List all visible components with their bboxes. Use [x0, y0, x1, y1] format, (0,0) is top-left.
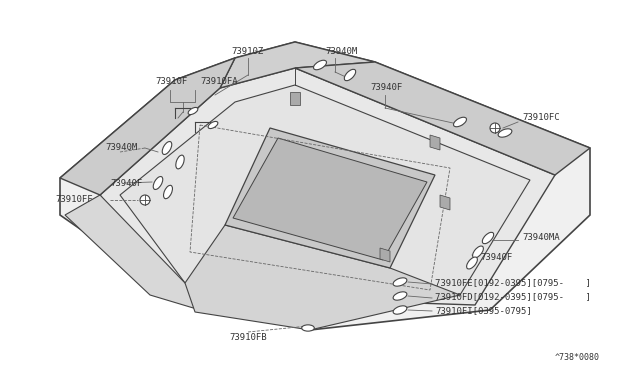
- Text: 73910FE[0192-0395][0795-    ]: 73910FE[0192-0395][0795- ]: [435, 279, 591, 288]
- Polygon shape: [440, 195, 450, 210]
- Text: 73910Z: 73910Z: [232, 48, 264, 57]
- Ellipse shape: [393, 278, 407, 286]
- Polygon shape: [233, 138, 427, 260]
- Text: 73910F: 73910F: [155, 77, 188, 87]
- Ellipse shape: [314, 60, 326, 70]
- Ellipse shape: [472, 246, 483, 258]
- Polygon shape: [380, 248, 390, 262]
- Text: 73910FD[0192-0395][0795-    ]: 73910FD[0192-0395][0795- ]: [435, 292, 591, 301]
- Polygon shape: [60, 58, 235, 195]
- Ellipse shape: [393, 306, 407, 314]
- Ellipse shape: [176, 155, 184, 169]
- Ellipse shape: [164, 185, 172, 199]
- Ellipse shape: [153, 176, 163, 189]
- Ellipse shape: [483, 232, 493, 244]
- Polygon shape: [185, 225, 460, 330]
- Polygon shape: [290, 92, 300, 105]
- Circle shape: [490, 123, 500, 133]
- Text: 73910FI[0395-0795]: 73910FI[0395-0795]: [435, 307, 532, 315]
- Polygon shape: [65, 195, 225, 310]
- Text: 73940M: 73940M: [325, 48, 357, 57]
- Ellipse shape: [467, 257, 477, 269]
- Polygon shape: [120, 85, 530, 295]
- Polygon shape: [60, 42, 590, 330]
- Text: 73910FF: 73910FF: [55, 196, 93, 205]
- Text: 73910FC: 73910FC: [522, 113, 559, 122]
- Polygon shape: [225, 128, 435, 268]
- Text: 73940F: 73940F: [480, 253, 512, 263]
- Ellipse shape: [301, 325, 314, 331]
- Ellipse shape: [208, 121, 218, 129]
- Ellipse shape: [454, 117, 467, 127]
- Text: 73940F: 73940F: [370, 83, 403, 93]
- Polygon shape: [430, 135, 440, 150]
- Ellipse shape: [498, 129, 512, 137]
- Polygon shape: [220, 42, 375, 88]
- Ellipse shape: [344, 69, 356, 81]
- Text: 73940F: 73940F: [110, 179, 142, 187]
- Text: ^738*0080: ^738*0080: [555, 353, 600, 362]
- Circle shape: [140, 195, 150, 205]
- Text: 73940M: 73940M: [105, 144, 137, 153]
- Ellipse shape: [162, 141, 172, 154]
- Ellipse shape: [188, 108, 198, 115]
- Text: 73940MA: 73940MA: [522, 234, 559, 243]
- Ellipse shape: [393, 292, 407, 300]
- Text: 73910FA: 73910FA: [200, 77, 237, 87]
- Text: 73910FB: 73910FB: [229, 334, 267, 343]
- Polygon shape: [295, 62, 590, 175]
- Polygon shape: [100, 68, 555, 305]
